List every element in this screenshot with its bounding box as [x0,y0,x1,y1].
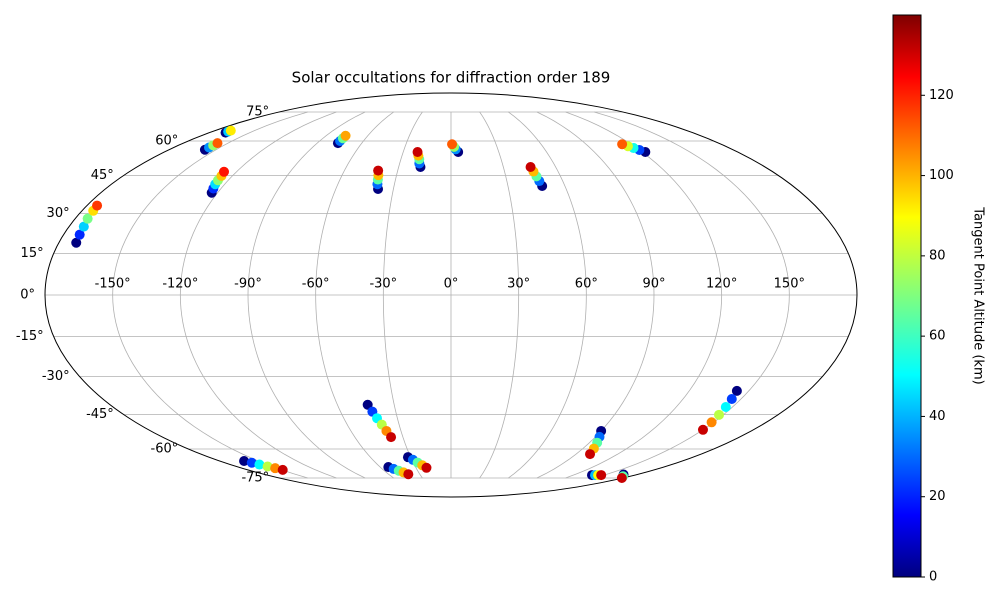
colorbar-tick-label: 120 [929,88,954,103]
occultation-point [731,385,742,396]
occultation-point [412,146,423,157]
chart-title: Solar occultations for diffraction order… [292,69,611,87]
lon-tick-label: -60° [302,277,330,292]
occultation-point [720,401,731,412]
colorbar-tick-label: 20 [929,489,946,504]
occultation-point [270,463,281,474]
lon-tick-label: 30° [507,277,530,292]
occultation-point [71,237,82,248]
occultation-point [616,473,627,484]
lon-tick-label: 0° [444,277,459,292]
colorbar-label: Tangent Point Altitude (km) [971,206,986,384]
occultation-point [596,470,607,481]
occultation-point [239,455,250,466]
colorbar-axis: 0 20 40 60 80 100 120 [921,88,954,585]
occultation-point [706,417,717,428]
occultation-point [78,221,89,232]
occultation-point [340,130,351,141]
lat-tick-label: 45° [91,168,114,183]
lon-tick-label: -90° [234,277,262,292]
occultation-point [225,125,236,136]
colorbar [892,14,922,578]
occultation-point [219,166,230,177]
colorbar-tick-label: 0 [929,570,937,585]
lon-tick-label: -120° [162,277,198,292]
lon-tick-label: 120° [706,277,737,292]
occultation-point [92,200,103,211]
lat-tick-label: -60° [151,442,179,457]
occultation-point [373,165,384,176]
lon-tick-label: 90° [642,277,665,292]
occultation-point [254,459,265,470]
occultation-point [386,432,397,443]
lat-tick-label: -30° [42,369,70,384]
occultation-point [403,469,414,480]
lon-tick-label: 150° [774,277,805,292]
occultation-point [421,462,432,473]
occultation-point [212,138,223,149]
map-boundary [44,92,858,498]
points [71,125,742,484]
lat-tick-label: -45° [86,407,114,422]
occultation-point [585,449,596,460]
labels: -150° -120° -90° -60° -30° 0° 30° 60° 90° 120° 150… [16,104,805,485]
occultation-point [714,409,725,420]
occultation-point [82,213,93,224]
colorbar-tick-label: 60 [929,329,946,344]
lat-tick-label: 30° [47,206,70,221]
occultation-point [726,393,737,404]
occultation-point [617,139,628,150]
lon-tick-label: -150° [95,277,131,292]
occultation-point [697,424,708,435]
colorbar-tick-label: 80 [929,248,946,263]
lat-tick-label: -15° [16,329,44,344]
lat-tick-label: 15° [21,246,44,261]
occultation-point [74,229,85,240]
lat-tick-label: 0° [20,288,35,303]
lat-tick-label: 60° [155,133,178,148]
grid [45,111,857,479]
colorbar-tick-label: 40 [929,409,946,424]
occultation-point [525,162,536,173]
lat-tick-label: -75° [241,471,269,486]
occultation-point [262,461,273,472]
lat-tick-label: 75° [246,104,269,119]
lon-tick-label: 60° [575,277,598,292]
occultation-point [246,457,257,468]
lon-tick-label: -30° [369,277,397,292]
colorbar-tick-label: 100 [929,168,954,183]
occultation-point [277,464,288,475]
occultation-point [447,139,458,150]
